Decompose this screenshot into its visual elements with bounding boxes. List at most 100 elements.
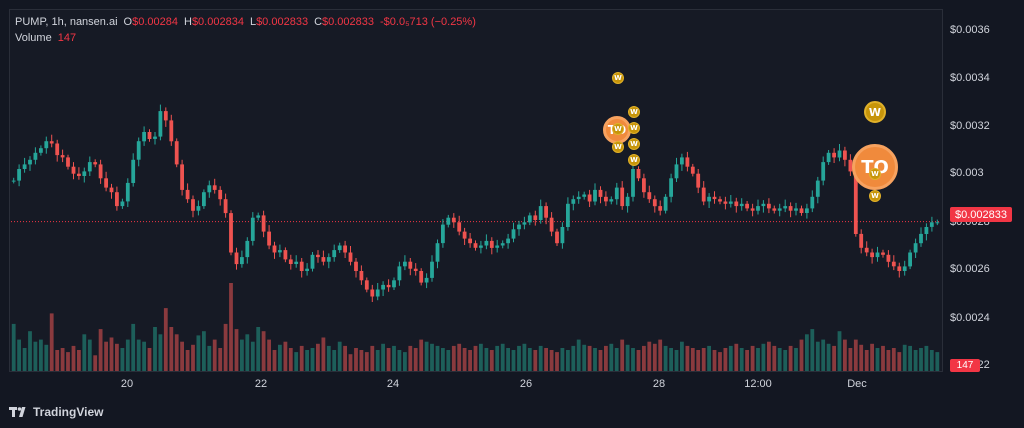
volume-bar [218, 348, 223, 371]
candle-body [864, 247, 869, 253]
candle-body [690, 166, 695, 174]
last-price-tag: $0.002833 [950, 207, 1012, 222]
candle-body [642, 178, 646, 193]
candle-body [500, 243, 505, 246]
volume-bar [919, 348, 923, 371]
symbol-legend: PUMP, 1h, nansen.ai O$0.00284 H$0.002834… [15, 16, 476, 28]
candle-body [761, 203, 766, 207]
volume-bar [196, 335, 201, 371]
candle-body [212, 185, 217, 190]
volume-bar [435, 345, 440, 371]
high-value: $0.002834 [191, 16, 244, 28]
close-key: C [314, 16, 323, 28]
candle-body [408, 261, 413, 269]
candle-body [593, 189, 597, 202]
candle-body [87, 162, 92, 172]
time-axis-label: Dec [847, 378, 867, 390]
candle-body [506, 238, 510, 244]
volume-bar [169, 327, 174, 371]
candle-body [870, 252, 874, 258]
volume-bar [604, 345, 608, 371]
volume-bar [283, 341, 288, 371]
candle-body [153, 136, 157, 139]
candle-body [723, 201, 728, 204]
candle-body [853, 171, 858, 234]
volume-bar [299, 345, 304, 371]
volume-bar [11, 323, 16, 371]
candle-body [332, 250, 337, 258]
candle-body [413, 268, 418, 271]
volume-bar [370, 345, 375, 371]
volume-bar [750, 345, 755, 371]
candle-body [479, 245, 483, 248]
volume-bar [147, 348, 152, 371]
token-out-marker-icon[interactable]: TO [852, 144, 898, 190]
candle-body [326, 257, 331, 262]
candle-body [815, 180, 820, 197]
whale-marker-icon[interactable]: W [628, 106, 640, 118]
volume-bar [332, 350, 337, 371]
candle-body [625, 196, 630, 207]
volume-bar [71, 345, 76, 371]
volume-bar [136, 339, 141, 371]
candle-body [718, 199, 722, 202]
whale-marker-icon[interactable]: W [612, 141, 624, 153]
volume-bar [250, 341, 255, 371]
symbol-name[interactable]: PUMP, 1h, nansen.ai [15, 16, 118, 28]
candle-body [685, 157, 690, 167]
volume-bar [403, 352, 407, 371]
time-axis-label: 20 [120, 378, 134, 390]
candle-body [549, 217, 554, 232]
volume-bar [316, 343, 320, 371]
volume-bar [663, 345, 668, 371]
candle-body [587, 194, 592, 202]
volume-bar [636, 350, 641, 371]
volume-bar [902, 344, 907, 371]
volume-bar [55, 350, 60, 371]
whale-marker-icon[interactable]: W [628, 154, 640, 166]
volume-bar [701, 348, 706, 371]
volume-bar [625, 344, 630, 371]
volume-bar [348, 354, 353, 371]
volume-label[interactable]: Volume [15, 32, 52, 44]
whale-marker-icon[interactable]: W [869, 190, 881, 202]
candle-body [451, 217, 456, 223]
candle-body [202, 192, 206, 207]
volume-bar [33, 341, 38, 371]
volume-bar [674, 350, 679, 371]
volume-bar [891, 348, 896, 371]
candle-body [250, 217, 255, 241]
candle-body [522, 222, 527, 225]
candle-body [484, 240, 489, 246]
price-axis-label: $0.0024 [950, 312, 990, 324]
volume-bar [28, 331, 32, 371]
volume-bar [913, 350, 918, 371]
whale-marker-icon[interactable]: W [864, 101, 886, 123]
whale-marker-icon[interactable]: W [628, 138, 640, 150]
time-axis-label: 28 [652, 378, 666, 390]
candle-body [913, 243, 918, 253]
volume-bar [321, 337, 326, 371]
candle-body [180, 164, 184, 190]
volume-bar [538, 345, 543, 371]
whale-marker-icon[interactable]: W [612, 72, 624, 84]
candle-body [489, 240, 494, 248]
candle-body [22, 164, 27, 169]
candle-body [473, 243, 478, 248]
candle-body [316, 254, 320, 258]
whale-marker-icon[interactable]: W [612, 123, 624, 135]
volume-bar [180, 341, 184, 371]
volume-bar [234, 329, 239, 371]
tradingview-brand[interactable]: TradingView [9, 405, 103, 419]
volume-bar [560, 348, 565, 371]
candle-body [663, 196, 668, 211]
volume-bar [202, 331, 206, 371]
volume-bar [718, 352, 722, 371]
volume-bar [772, 345, 777, 371]
whale-marker-icon[interactable]: W [869, 168, 881, 180]
whale-marker-icon[interactable]: W [628, 122, 640, 134]
time-axis-label: 22 [254, 378, 268, 390]
volume-bar [843, 339, 847, 371]
volume-bar [810, 329, 815, 371]
